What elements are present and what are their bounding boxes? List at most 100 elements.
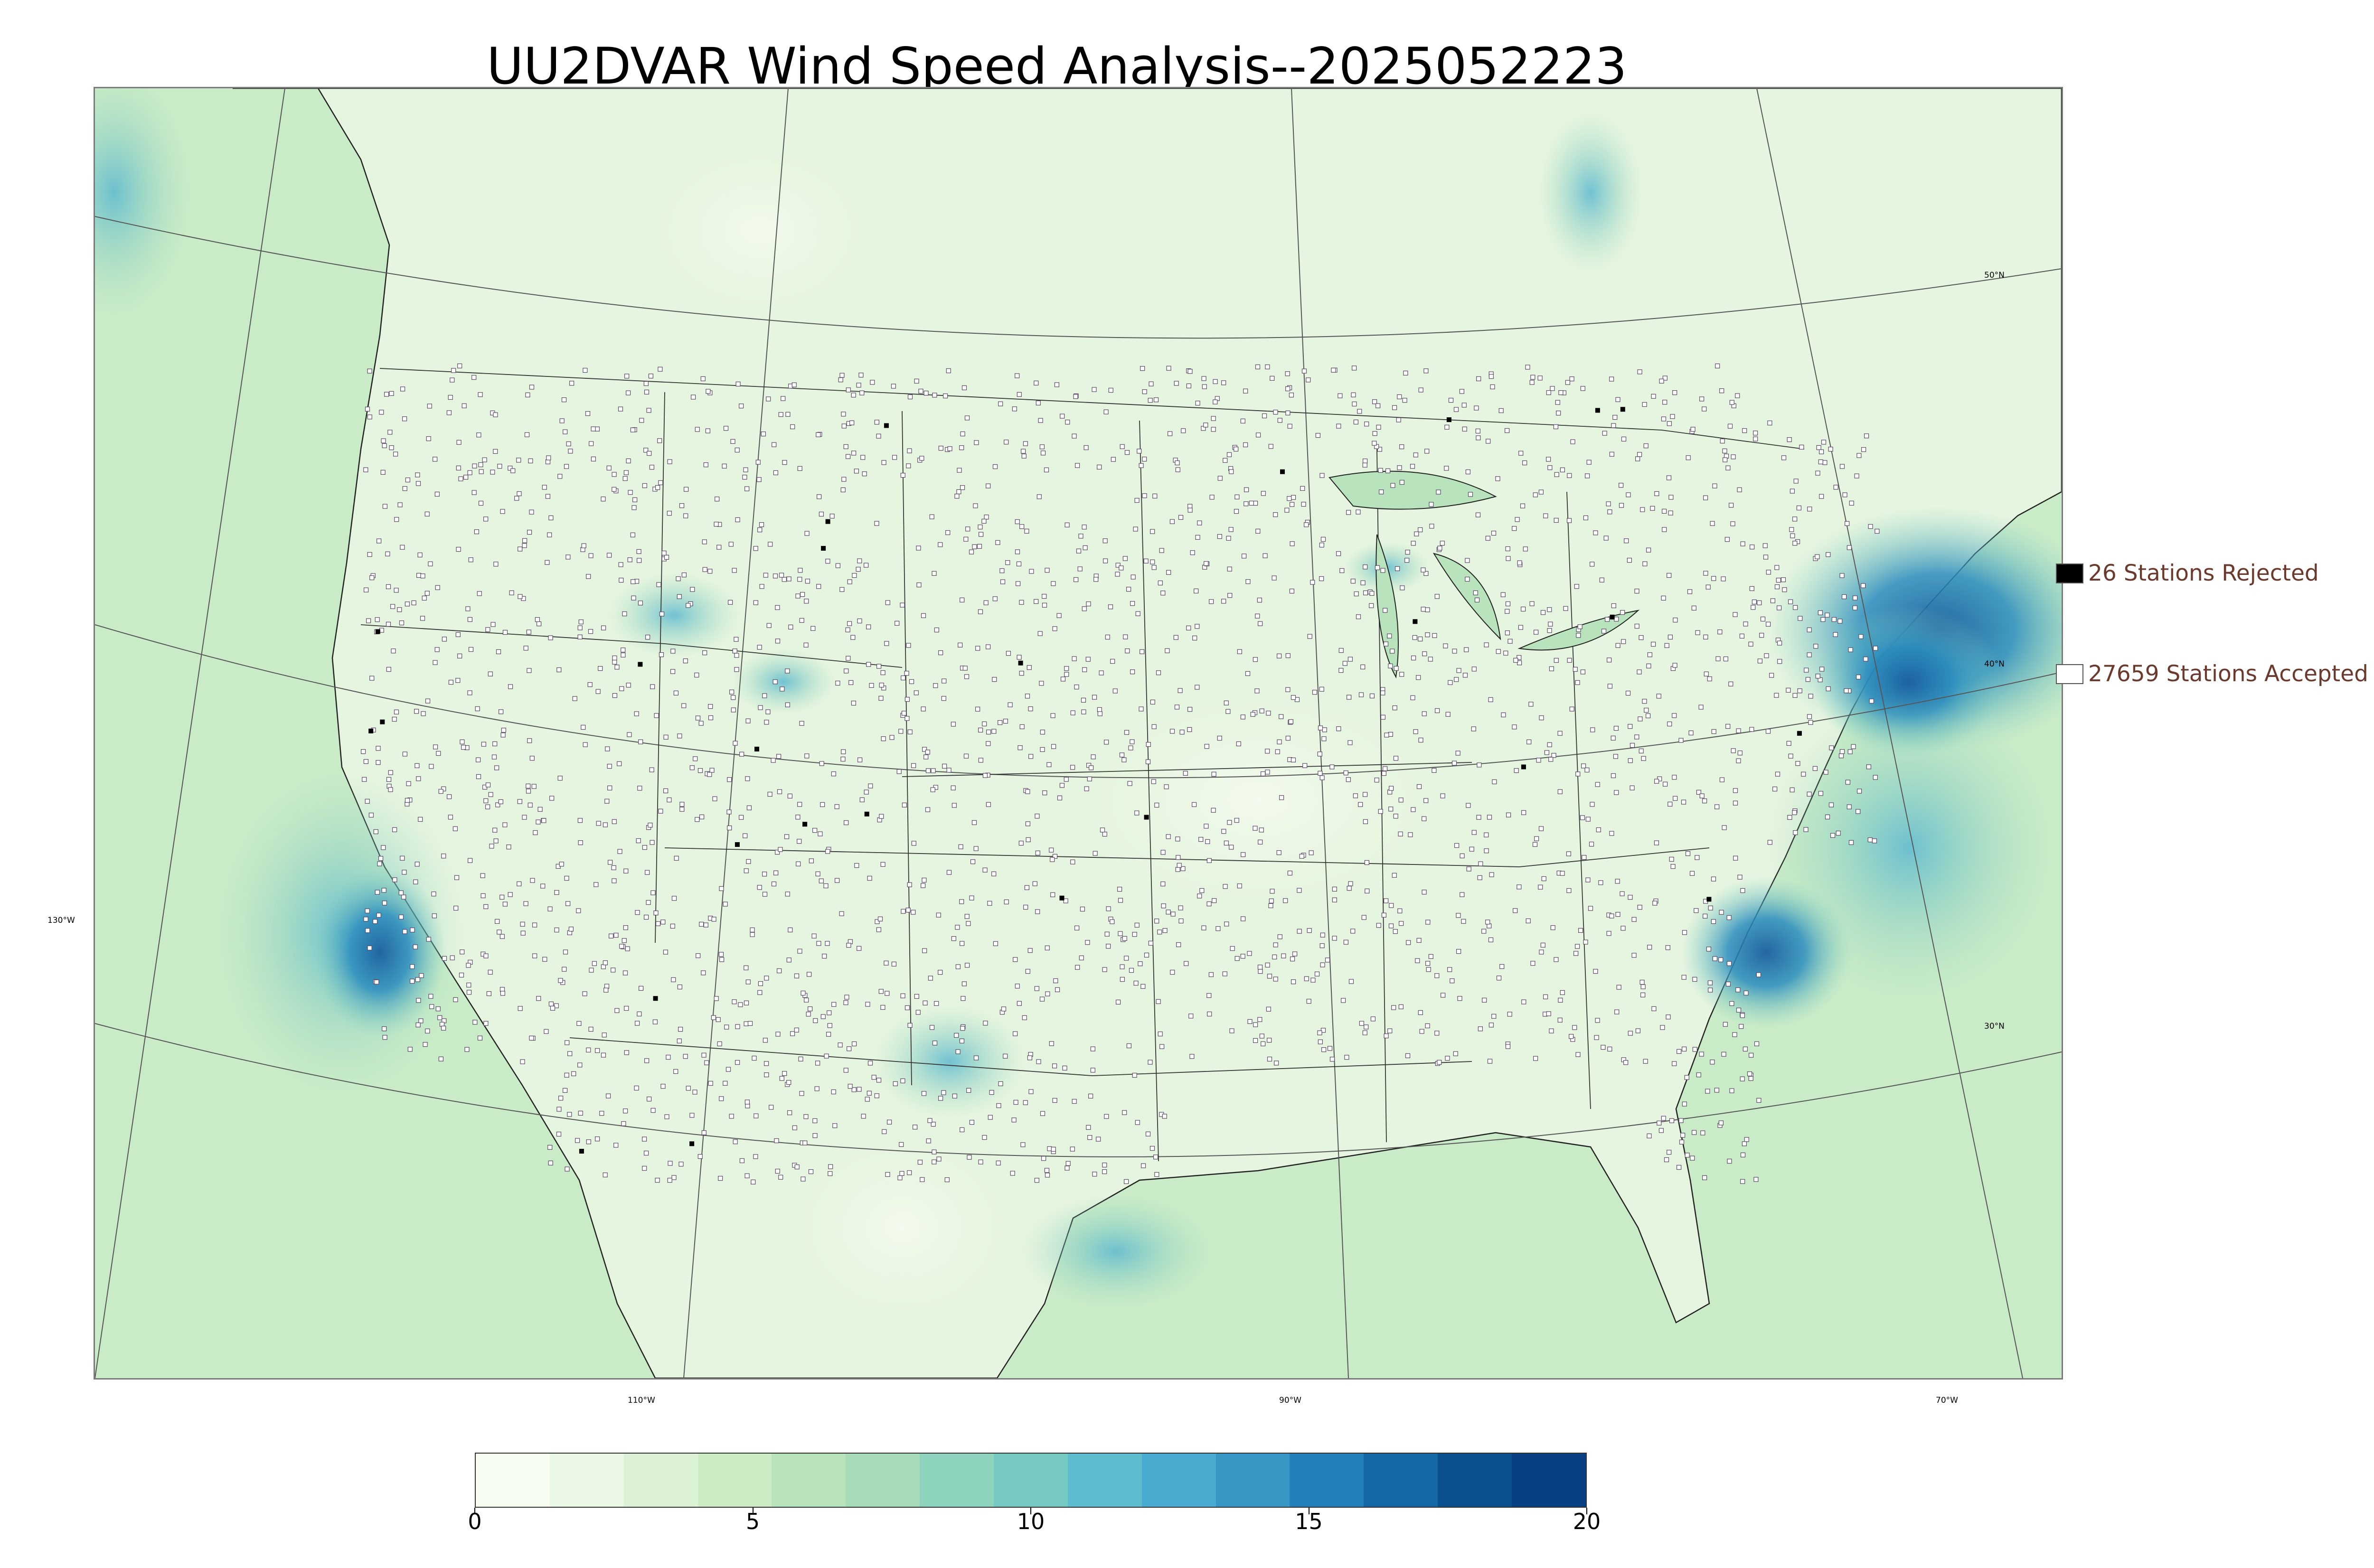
accepted-station-marker (1646, 713, 1651, 718)
accepted-station-marker (1341, 998, 1346, 1003)
accepted-station-marker (785, 892, 790, 897)
accepted-station-marker (1751, 605, 1756, 610)
accepted-station-marker (426, 937, 431, 942)
accepted-station-marker (638, 986, 644, 991)
accepted-station-marker (645, 870, 650, 875)
accepted-station-marker (501, 727, 507, 733)
accepted-station-marker (1796, 505, 1801, 511)
accepted-station-marker (729, 689, 735, 695)
accepted-station-marker (996, 1160, 1001, 1165)
accepted-station-marker (914, 994, 919, 999)
rejected-station-marker (368, 728, 374, 733)
accepted-station-marker (1735, 987, 1741, 993)
accepted-station-marker (978, 727, 983, 733)
accepted-station-marker (867, 1090, 872, 1096)
accepted-station-marker (728, 542, 734, 547)
accepted-station-marker (1526, 918, 1531, 923)
accepted-station-marker (1692, 1130, 1697, 1135)
accepted-station-marker (1826, 686, 1831, 692)
accepted-station-marker (442, 637, 447, 642)
accepted-station-marker (1793, 830, 1798, 836)
accepted-station-marker (415, 472, 420, 478)
accepted-station-marker (1733, 612, 1738, 617)
accepted-station-marker (1209, 495, 1215, 500)
accepted-station-marker (1845, 779, 1850, 785)
accepted-station-marker (1721, 1052, 1726, 1057)
wind-speed-map[interactable] (94, 87, 2063, 1380)
accepted-station-marker (1777, 659, 1782, 664)
accepted-station-marker (1646, 663, 1651, 669)
accepted-station-marker (744, 486, 750, 491)
accepted-station-marker (1083, 545, 1088, 551)
accepted-station-marker (1229, 469, 1234, 474)
accepted-station-marker (1667, 573, 1672, 578)
accepted-station-marker (1667, 721, 1672, 727)
accepted-station-marker (1672, 713, 1677, 718)
station-markers (360, 363, 1880, 1184)
accepted-station-marker (655, 921, 661, 926)
accepted-station-marker (801, 1176, 806, 1182)
accepted-station-marker (744, 1000, 749, 1005)
accepted-station-marker (1515, 517, 1520, 522)
accepted-station-marker (568, 449, 573, 454)
accepted-station-marker (525, 392, 530, 398)
accepted-station-marker (1403, 370, 1408, 376)
accepted-station-marker (1160, 591, 1166, 596)
accepted-station-marker (1320, 536, 1326, 542)
accepted-station-marker (618, 562, 623, 567)
accepted-station-marker (1585, 473, 1590, 479)
accepted-station-marker (1699, 1052, 1704, 1057)
accepted-station-marker (1839, 749, 1845, 754)
accepted-station-marker (774, 1138, 779, 1144)
accepted-station-marker (1572, 1025, 1577, 1030)
accepted-station-marker (1065, 1165, 1070, 1171)
accepted-station-marker (1299, 854, 1304, 859)
accepted-station-marker (1533, 1056, 1538, 1061)
accepted-station-marker (583, 742, 588, 747)
accepted-station-marker (1534, 629, 1539, 635)
accepted-station-marker (1491, 530, 1497, 536)
accepted-station-marker (467, 617, 473, 622)
accepted-station-marker (1230, 946, 1235, 951)
accepted-station-marker (752, 1055, 757, 1061)
accepted-station-marker (941, 1090, 946, 1095)
accepted-station-marker (733, 1139, 738, 1145)
accepted-station-marker (1711, 576, 1716, 581)
accepted-station-marker (925, 768, 931, 773)
accepted-station-marker (692, 1089, 697, 1095)
accepted-station-marker (787, 1110, 792, 1116)
accepted-station-marker (559, 418, 565, 423)
accepted-station-marker (932, 393, 937, 398)
accepted-station-marker (955, 925, 960, 930)
accepted-station-marker (1478, 1026, 1483, 1032)
accepted-station-marker (1103, 409, 1109, 414)
accepted-station-marker (658, 808, 663, 814)
accepted-station-marker (1605, 617, 1610, 622)
accepted-station-marker (1187, 369, 1193, 374)
accepted-station-marker (1170, 969, 1175, 975)
accepted-station-marker (1485, 920, 1490, 925)
accepted-station-marker (716, 1017, 721, 1022)
accepted-station-marker (1212, 898, 1217, 903)
accepted-station-marker (778, 847, 783, 852)
accepted-station-marker (654, 713, 659, 718)
accepted-station-marker (991, 871, 997, 876)
accepted-station-marker (1861, 583, 1866, 588)
accepted-station-marker (1012, 1031, 1018, 1036)
accepted-station-marker (649, 767, 654, 772)
accepted-station-marker (547, 906, 553, 911)
accepted-station-marker (1538, 884, 1543, 890)
accepted-station-marker (879, 683, 884, 688)
accepted-station-marker (1813, 644, 1818, 649)
accepted-station-marker (1856, 674, 1861, 680)
accepted-station-marker (797, 577, 802, 582)
accepted-station-marker (367, 945, 372, 951)
accepted-station-marker (548, 1160, 553, 1165)
accepted-station-marker (472, 463, 477, 469)
accepted-station-marker (731, 707, 736, 713)
accepted-station-marker (857, 618, 862, 624)
accepted-station-marker (667, 1178, 672, 1183)
accepted-station-marker (1413, 452, 1418, 458)
accepted-station-marker (1529, 380, 1535, 385)
accepted-station-marker (1338, 648, 1344, 653)
